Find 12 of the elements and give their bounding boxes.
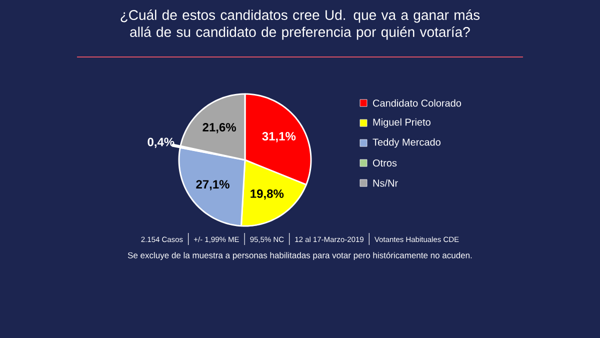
legend-label: Ns/Nr <box>373 179 398 187</box>
data-label: 31,1% <box>262 132 296 142</box>
chart-title: ¿Cuál de estos candidatos cree Ud. que va a ganar más allá de su candidato de preferencia por quién votaría? <box>120 10 480 40</box>
text: Se excluye de la muestra a personas habilitadas para votar pero históricamente no acuden. <box>128 252 472 260</box>
legend-label: Candidato Colorado <box>373 99 462 107</box>
legend-label: Teddy Mercado <box>372 138 440 148</box>
data-label: 21,6% <box>202 123 236 134</box>
legend-label: Miguel Prieto <box>373 118 430 128</box>
data-label: 19,8% <box>250 189 284 200</box>
data-label: 27,1% <box>196 180 230 190</box>
legend-label: Otros <box>373 159 397 167</box>
data-label: 0,4% <box>148 138 174 148</box>
